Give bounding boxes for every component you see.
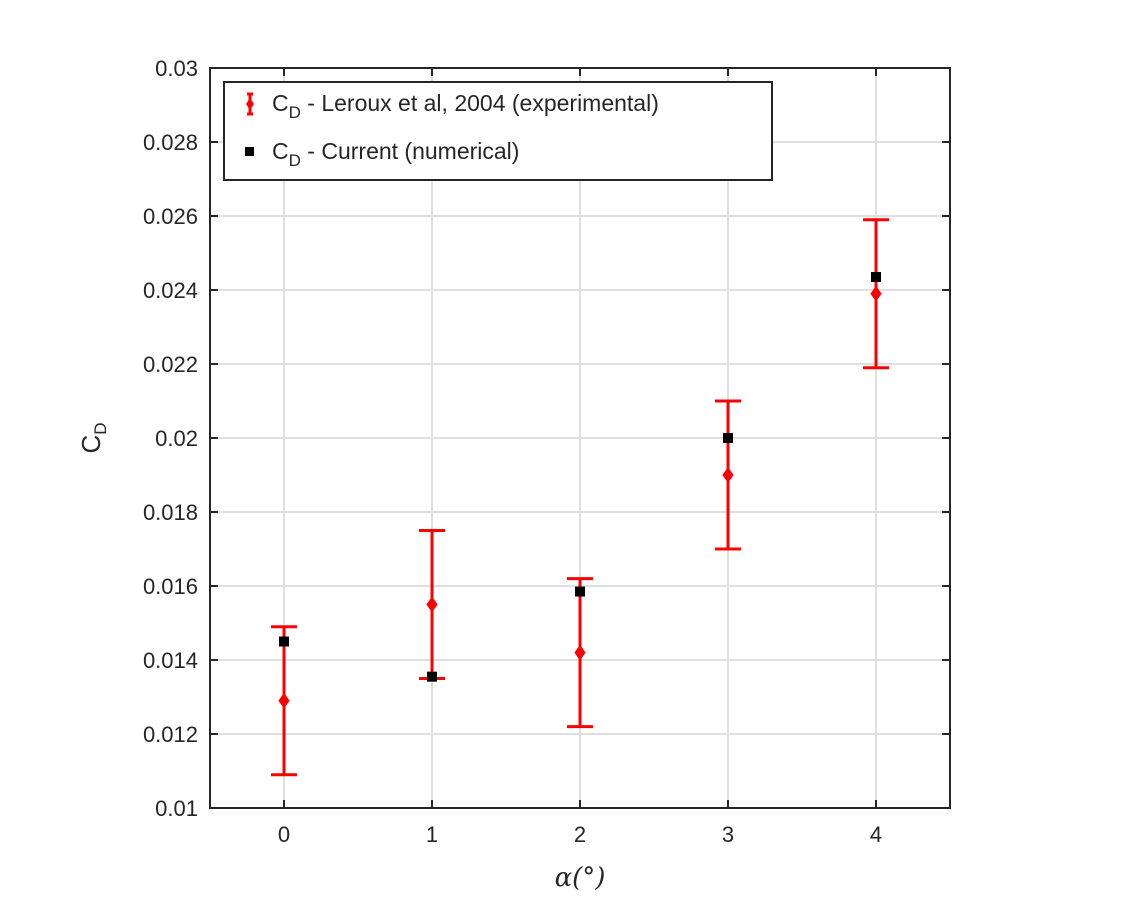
x-tick-label: 2: [574, 822, 586, 847]
legend-entry-numerical: CD - Current (numerical): [245, 138, 519, 170]
ticks: 0 1 2 3 4 0.01 0.012 0.014 0.016 0.018 0.02 0.022 0.…: [143, 56, 950, 847]
x-axis-label: α(°): [555, 863, 606, 893]
legend-label-experimental-sub: D: [289, 103, 301, 122]
legend-marker-experimental: [246, 92, 254, 116]
legend-label-experimental-main: C: [272, 90, 289, 116]
y-tick-label: 0.014: [143, 648, 198, 673]
x-tick-label: 1: [426, 822, 438, 847]
y-axis-label-main: C: [76, 435, 106, 454]
numerical-point: [427, 671, 437, 682]
legend-marker-numerical: [245, 147, 254, 156]
data-layer: [271, 218, 889, 777]
y-tick-label: 0.022: [143, 352, 198, 377]
y-tick-label: 0.028: [143, 130, 198, 155]
legend-label-numerical-rest: - Current (numerical): [301, 138, 520, 164]
numerical-point: [575, 586, 585, 597]
y-axis-label: CD: [76, 422, 110, 453]
experimental-point: [574, 644, 586, 661]
y-tick-label: 0.02: [155, 426, 198, 451]
numerical-point: [279, 636, 289, 647]
legend-diamond: [246, 98, 254, 110]
legend-label-experimental-rest: - Leroux et al, 2004 (experimental): [301, 90, 659, 116]
plot-frame: [209, 67, 951, 809]
y-tick-label: 0.03: [155, 56, 198, 81]
legend-entry-experimental: CD - Leroux et al, 2004 (experimental): [246, 90, 659, 122]
legend-label-numerical-sub: D: [289, 151, 301, 170]
y-tick-label: 0.016: [143, 574, 198, 599]
legend-box: [223, 81, 773, 181]
legend: CD - Leroux et al, 2004 (experimental) C…: [223, 81, 773, 181]
experimental-point: [870, 285, 882, 302]
axis-labels: CD α(°): [76, 422, 605, 893]
y-tick-label: 0.026: [143, 204, 198, 229]
numerical-point: [723, 433, 733, 443]
y-axis-label-sub: D: [91, 422, 110, 434]
x-tick-label: 3: [722, 822, 734, 847]
experimental-point: [722, 467, 734, 483]
legend-square: [245, 147, 254, 156]
y-tick-label: 0.024: [143, 278, 198, 303]
experimental-point: [278, 692, 290, 709]
legend-label-experimental: CD - Leroux et al, 2004 (experimental): [272, 90, 659, 122]
x-tick-label: 4: [870, 822, 882, 847]
y-tick-label: 0.01: [155, 796, 198, 821]
y-tick-label: 0.018: [143, 500, 198, 525]
experimental-point: [426, 596, 438, 613]
y-tick-label: 0.012: [143, 722, 198, 747]
x-tick-label: 0: [278, 822, 290, 847]
numerical-point: [871, 272, 881, 283]
legend-label-numerical: CD - Current (numerical): [272, 138, 519, 170]
legend-label-numerical-main: C: [272, 138, 289, 164]
